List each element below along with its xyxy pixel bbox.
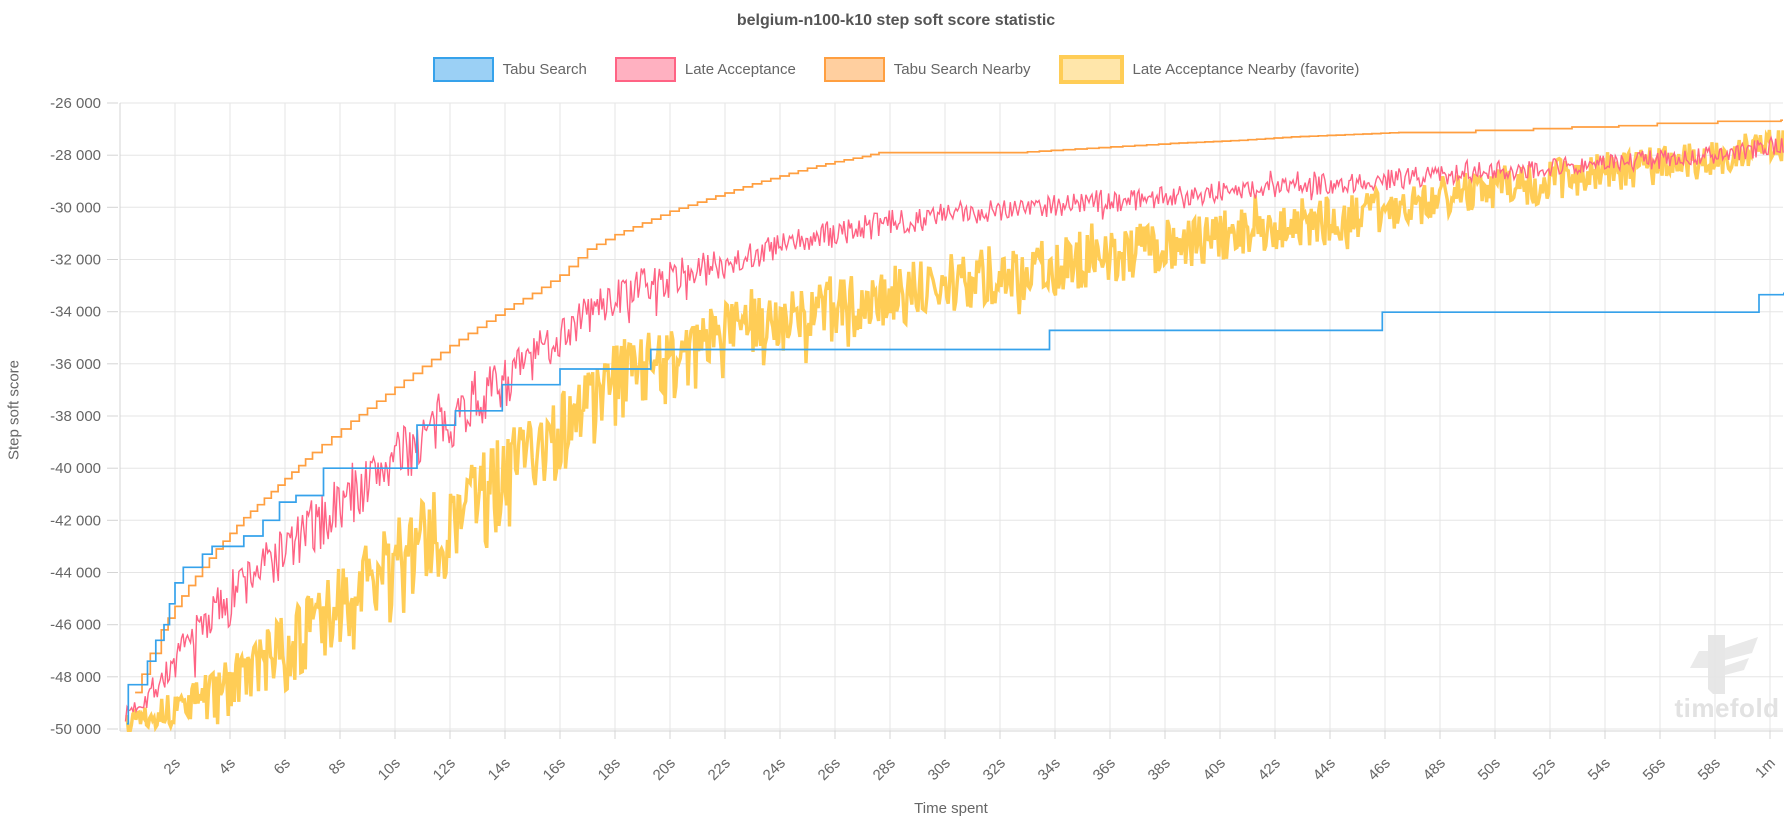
- timefold-mark-flag-top: [1725, 637, 1758, 660]
- legend-item-tabu-search[interactable]: Tabu Search: [432, 57, 587, 82]
- legend-label: Late Acceptance Nearby (favorite): [1132, 61, 1360, 78]
- x-tick-label: 38s: [1145, 755, 1174, 784]
- x-tick-label: 48s: [1420, 755, 1449, 784]
- y-tick-label: -26 000: [50, 95, 101, 112]
- legend-item-tabu-search-nearby[interactable]: Tabu Search Nearby: [823, 57, 1031, 82]
- timefold-watermark-text: timefold: [1674, 693, 1779, 723]
- legend-item-late-acceptance[interactable]: Late Acceptance: [614, 57, 796, 82]
- legend-item-late-acceptance-nearby-favorite-[interactable]: Late Acceptance Nearby (favorite): [1058, 55, 1360, 84]
- x-tick-label: 44s: [1310, 755, 1339, 784]
- legend-swatch: [432, 57, 494, 82]
- legend: Tabu Search Late Acceptance Tabu Search Ne…: [0, 55, 1792, 84]
- x-tick-label: 24s: [760, 755, 789, 784]
- x-tick-label: 52s: [1530, 755, 1559, 784]
- chart-title: belgium-n100-k10 step soft score statist…: [736, 12, 1056, 29]
- x-tick-label: 58s: [1695, 755, 1724, 784]
- y-tick-label: -44 000: [50, 565, 101, 582]
- x-tick-label: 30s: [925, 755, 954, 784]
- y-tick-label: -42 000: [50, 512, 101, 529]
- x-tick-label: 22s: [705, 755, 734, 784]
- y-tick-label: -32 000: [50, 252, 101, 269]
- legend-swatch: [823, 57, 885, 82]
- x-tick-label: 4s: [216, 755, 239, 778]
- x-tick-label: 10s: [375, 755, 404, 784]
- plot-generated: -26 000 -28 000 -30 000 -32 000 -34 000 -36 0…: [50, 95, 1784, 784]
- x-tick-label: 1m: [1752, 755, 1779, 782]
- y-tick-label: -50 000: [50, 721, 101, 738]
- x-tick-label: 46s: [1365, 755, 1394, 784]
- x-tick-label: 36s: [1090, 755, 1119, 784]
- y-tick-label: -46 000: [50, 617, 101, 634]
- x-tick-label: 20s: [650, 755, 679, 784]
- x-tick-label: 34s: [1035, 755, 1064, 784]
- y-tick-label: -38 000: [50, 408, 101, 425]
- x-tick-label: 54s: [1585, 755, 1614, 784]
- legend-label: Tabu Search: [502, 61, 587, 78]
- y-tick-label: -48 000: [50, 669, 101, 686]
- y-tick-label: -34 000: [50, 304, 101, 321]
- y-tick-label: -30 000: [50, 199, 101, 216]
- x-tick-label: 56s: [1640, 755, 1669, 784]
- x-tick-label: 8s: [326, 755, 349, 778]
- x-tick-label: 14s: [485, 755, 514, 784]
- legend-swatch: [614, 57, 676, 82]
- y-tick-label: -40 000: [50, 460, 101, 477]
- legend-label: Tabu Search Nearby: [893, 61, 1031, 78]
- timefold-mark-stem: [1708, 635, 1725, 694]
- x-tick-label: 40s: [1200, 755, 1229, 784]
- x-axis-title: Time spent: [914, 800, 988, 817]
- x-tick-label: 6s: [271, 755, 294, 778]
- x-tick-label: 28s: [870, 755, 899, 784]
- x-tick-label: 12s: [430, 755, 459, 784]
- legend-label: Late Acceptance: [684, 61, 796, 78]
- x-tick-label: 32s: [980, 755, 1009, 784]
- timefold-mark-flag-bottom: [1725, 658, 1749, 675]
- series-line-tabu-search-nearby: [135, 119, 1783, 694]
- x-tick-label: 18s: [595, 755, 624, 784]
- y-axis-title: Step soft score: [5, 359, 23, 461]
- x-tick-label: 50s: [1475, 755, 1504, 784]
- legend-swatch: [1058, 55, 1124, 84]
- x-tick-label: 2s: [161, 755, 184, 778]
- y-tick-label: -36 000: [50, 356, 101, 373]
- y-tick-label: -28 000: [50, 147, 101, 164]
- series-line-late-acceptance-nearby-favorite-: [125, 129, 1784, 732]
- x-tick-label: 42s: [1255, 755, 1284, 784]
- x-tick-label: 16s: [540, 755, 569, 784]
- x-tick-label: 26s: [815, 755, 844, 784]
- series-layer: [124, 119, 1784, 732]
- series-line-late-acceptance: [124, 135, 1784, 722]
- series-line-tabu-search: [126, 292, 1784, 725]
- timefold-watermark: timefold: [1674, 635, 1779, 723]
